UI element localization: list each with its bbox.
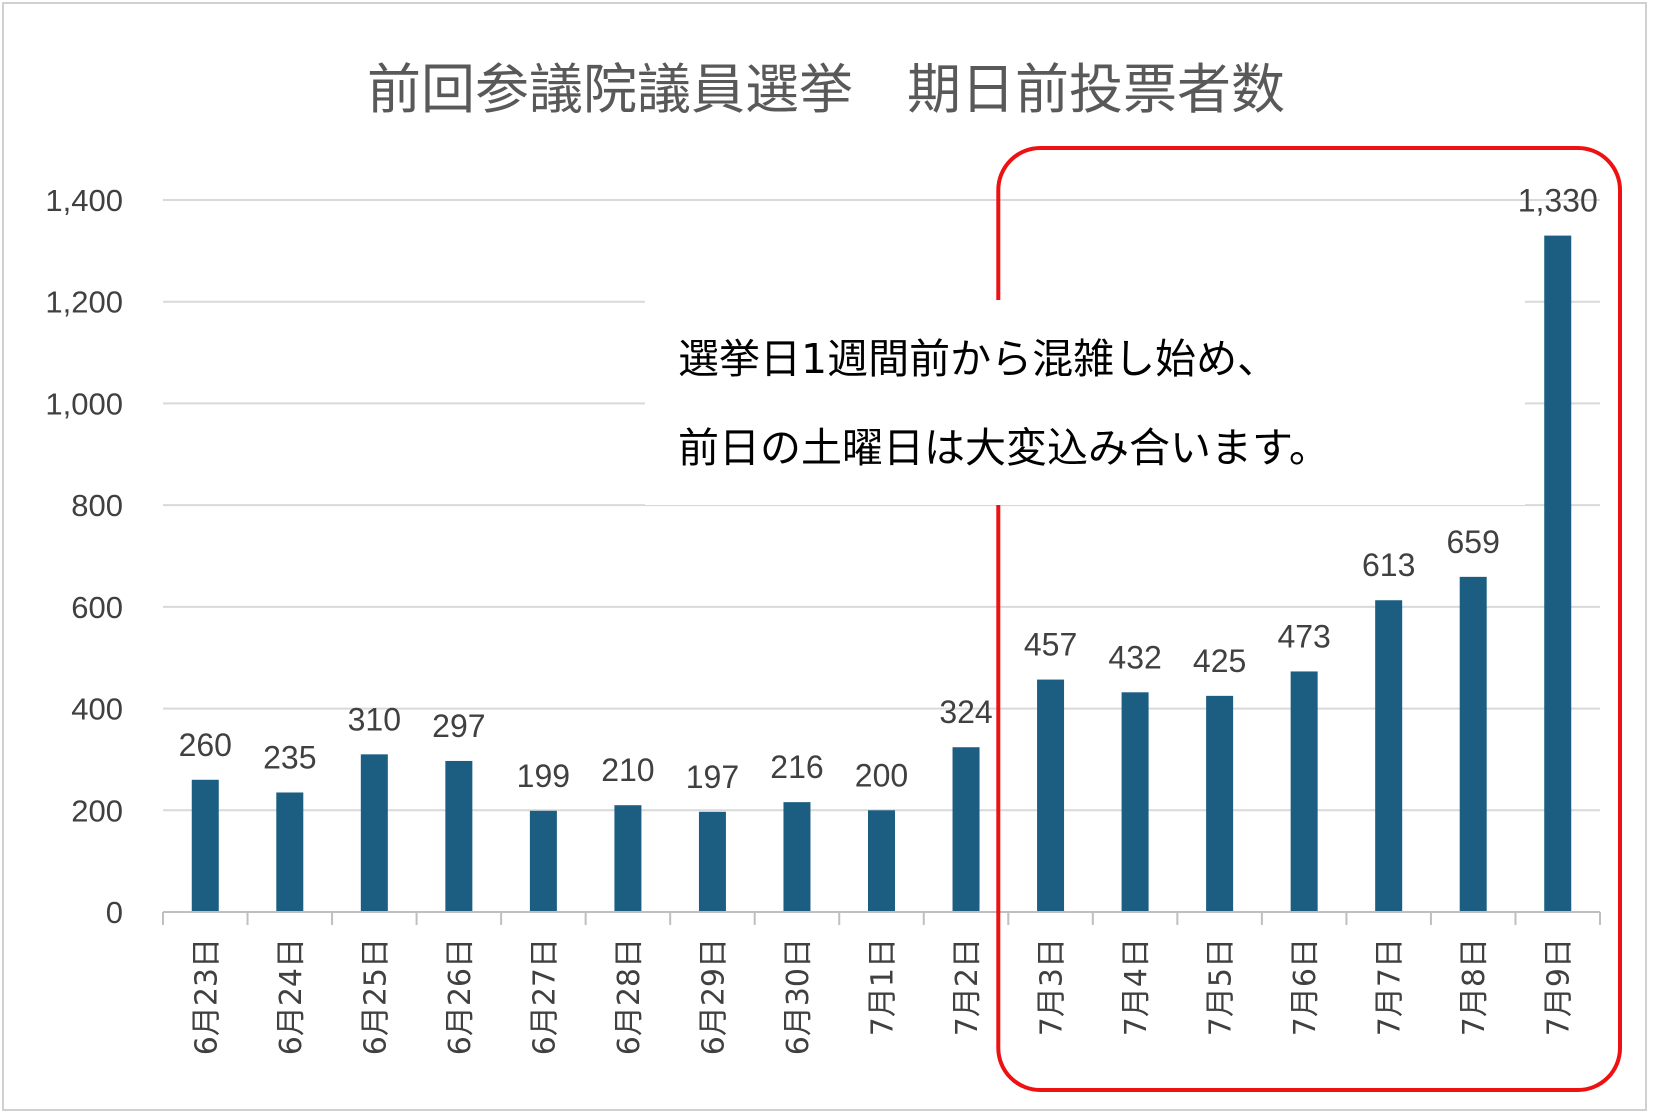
bar: [783, 802, 811, 912]
x-tick-label: 6月26日: [443, 938, 478, 1055]
x-tick-label: 6月30日: [781, 938, 816, 1055]
x-tick-label: 6月25日: [358, 938, 393, 1055]
x-tick-label: 7月9日: [1542, 938, 1577, 1036]
x-tick-label: 7月3日: [1035, 938, 1070, 1036]
x-tick-label: 7月2日: [950, 938, 985, 1036]
x-axis: [162, 911, 1601, 925]
highlight-frame: [996, 146, 1622, 1092]
y-tick-label: 1,200: [45, 285, 123, 320]
chart-title: 前回参議院議員選挙 期日前投票者数: [367, 58, 1285, 121]
y-tick-label: 0: [106, 895, 123, 930]
data-label: 260: [179, 727, 232, 763]
y-tick-label: 200: [71, 793, 123, 828]
data-label: 216: [770, 749, 823, 785]
data-label: 197: [686, 759, 739, 795]
y-tick-label: 1,400: [45, 183, 123, 218]
bars: [191, 235, 1572, 913]
bar: [529, 810, 557, 912]
data-labels: 260 235 310 297 199 210 197 216 200 324 457 432 425 4…: [179, 183, 1598, 795]
x-tick-label: 6月29日: [696, 938, 731, 1055]
bar: [1544, 235, 1572, 913]
x-tick-label: 7月7日: [1373, 938, 1408, 1036]
bar: [1121, 692, 1149, 912]
x-tick-label: 7月1日: [866, 938, 901, 1036]
annotation-line-2: 前日の土曜日は大変込み合います。: [678, 424, 1330, 472]
bar: [191, 779, 219, 912]
x-tick-label: 6月23日: [189, 938, 224, 1055]
y-tick-label: 600: [71, 590, 123, 625]
data-label: 457: [1024, 627, 1077, 663]
bar: [1290, 671, 1318, 912]
data-label: 324: [939, 694, 992, 730]
data-label: 199: [517, 758, 570, 794]
bar: [276, 792, 304, 912]
x-tick-label: 7月5日: [1204, 938, 1239, 1036]
bar: [614, 805, 642, 912]
annotation-background: [645, 300, 1525, 505]
x-axis-ticks: 6月23日 6月24日 6月25日 6月26日 6月27日 6月28日 6月29日 6月30日…: [189, 938, 1576, 1055]
bar: [445, 760, 473, 912]
bar: [1037, 679, 1065, 912]
bar: [868, 810, 895, 912]
y-tick-label: 1,000: [45, 386, 123, 421]
x-tick-label: 7月6日: [1288, 938, 1323, 1036]
bar: [1206, 695, 1234, 912]
data-label: 659: [1447, 524, 1500, 560]
data-label: 297: [432, 708, 485, 744]
y-axis-ticks: 0 200 400 600 800 1,000 1,200 1,400: [45, 183, 123, 930]
data-label: 425: [1193, 643, 1246, 679]
y-tick-label: 400: [71, 692, 123, 727]
data-label: 210: [601, 752, 654, 788]
data-label: 310: [348, 701, 401, 737]
x-tick-label: 6月27日: [527, 938, 562, 1055]
data-label: 613: [1362, 547, 1415, 583]
annotation-line-1: 選挙日1週間前から混雑し始め、: [678, 335, 1278, 383]
x-tick-label: 6月24日: [274, 938, 309, 1055]
y-tick-label: 800: [71, 488, 123, 523]
bar: [1375, 600, 1403, 912]
x-tick-label: 7月4日: [1119, 938, 1154, 1036]
bar: [698, 811, 726, 912]
data-label: 473: [1277, 618, 1330, 654]
data-label: 235: [263, 739, 316, 775]
data-label: 432: [1108, 639, 1161, 675]
bar: [952, 747, 980, 912]
bar: [360, 754, 388, 912]
bar: [1459, 576, 1487, 912]
data-label: 1,330: [1518, 183, 1598, 219]
x-tick-label: 7月8日: [1457, 938, 1492, 1036]
data-label: 200: [855, 757, 908, 793]
x-tick-label: 6月28日: [612, 938, 647, 1055]
